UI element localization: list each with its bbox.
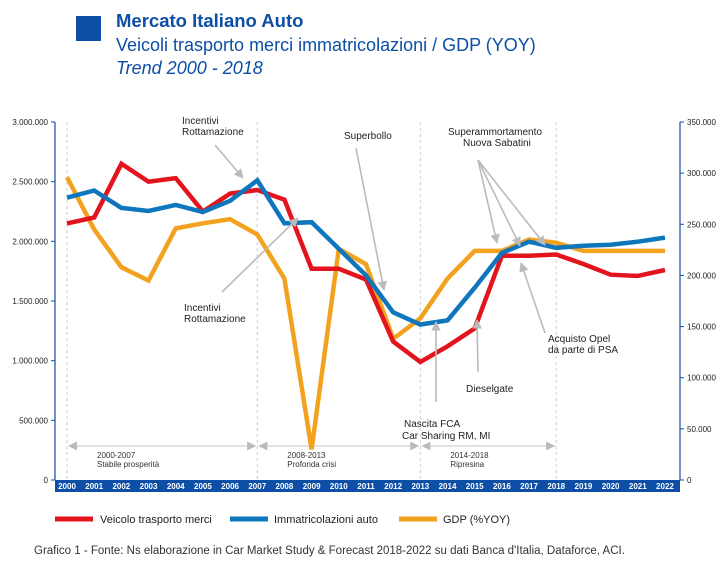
x-tick-label: 2011	[357, 482, 375, 491]
x-tick-label: 2010	[330, 482, 348, 491]
period-label-0: 2000-2007	[97, 451, 136, 460]
x-tick-label: 2008	[276, 482, 294, 491]
source-caption: Grafico 1 - Fonte: Ns elaborazione in Ca…	[34, 545, 625, 557]
right-tick-label: 150.000	[687, 323, 716, 332]
x-tick-label: 2013	[411, 482, 429, 491]
x-tick-label: 2007	[248, 482, 266, 491]
right-tick-label: 100.000	[687, 374, 716, 383]
annotation-arrow	[472, 319, 482, 373]
x-tick-label: 2005	[194, 482, 212, 491]
right-tick-label: 200.000	[687, 271, 716, 280]
x-tick-label: 2004	[167, 482, 185, 491]
right-tick-label: 350.000	[687, 118, 716, 127]
x-tick-label: 2015	[466, 482, 484, 491]
annotation-arrow	[355, 147, 388, 291]
x-tick-label: 2000	[58, 482, 76, 491]
x-tick-label: 2017	[520, 482, 538, 491]
axes-layer: 2000 2001 2002 2003 2004 2005 2006 2007 2008 2009…	[12, 118, 716, 492]
annotation-opel-line2: da parte di PSA	[548, 345, 618, 356]
annotation-arrow	[221, 217, 299, 293]
x-tick-label: 2020	[602, 482, 620, 491]
annotation-arrow	[519, 262, 546, 334]
x-tick-label: 2003	[140, 482, 158, 491]
annotation-labels: Incentivi Rottamazione Incentivi Rottama…	[182, 116, 618, 442]
right-tick-label: 300.000	[687, 169, 716, 178]
right-tick-label: 50.000	[687, 425, 712, 434]
annotation-fca-line1: Nascita FCA	[404, 419, 460, 430]
page-subtitle: Veicoli trasporto merci immatricolazioni…	[116, 35, 536, 55]
x-tick-label: 2012	[384, 482, 402, 491]
series-line-1	[66, 177, 666, 327]
x-tick-label: 2018	[547, 482, 565, 491]
left-tick-label: 2.000.000	[12, 237, 48, 246]
annotation-superammortamento-line2: Nuova Sabatini	[463, 138, 531, 149]
annotation-arrow	[477, 159, 521, 247]
series-line-2	[65, 176, 665, 450]
annotation-dieselgate: Dieselgate	[466, 384, 514, 395]
period-sublabel-0: Stabile prosperità	[97, 460, 160, 469]
annotation-superammortamento-line1: Superammortamento	[448, 127, 542, 138]
header-square	[76, 16, 101, 41]
series-layer	[65, 160, 666, 450]
x-tick-label: 2001	[85, 482, 103, 491]
x-axis-bar	[55, 480, 680, 492]
annotation-incentivi-1-line2: Rottamazione	[182, 127, 244, 138]
left-tick-label: 1.500.000	[12, 297, 48, 306]
period-sublabel-1: Profonda crisi	[287, 460, 336, 469]
annotation-incentivi-2-line2: Rottamazione	[184, 314, 246, 325]
annotation-arrow	[477, 159, 500, 244]
legend: Veicolo trasporto merci Immatricolazioni…	[55, 514, 510, 526]
legend-label-immatricolazioni: Immatricolazioni auto	[274, 514, 378, 526]
legend-label-gdp: GDP (%YOY)	[443, 514, 510, 526]
right-tick-label: 0	[687, 476, 692, 485]
annotation-superbollo: Superbollo	[344, 131, 392, 142]
period-label-2: 2014-2018	[450, 451, 489, 460]
page-title: Mercato Italiano Auto	[116, 10, 304, 31]
x-tick-label: 2006	[221, 482, 239, 491]
series-line-0	[66, 160, 666, 365]
x-tick-label: 2016	[493, 482, 511, 491]
x-tick-label: 2002	[112, 482, 130, 491]
annotation-incentivi-2-line1: Incentivi	[184, 303, 221, 314]
left-tick-label: 0	[44, 476, 49, 485]
trend-subtitle: Trend 2000 - 2018	[116, 58, 263, 78]
annotation-arrow	[477, 159, 546, 246]
x-tick-label: 2019	[575, 482, 593, 491]
x-tick-label: 2009	[303, 482, 321, 491]
right-tick-label: 250.000	[687, 220, 716, 229]
annotation-opel-line1: Acquisto Opel	[548, 334, 610, 345]
left-tick-label: 1.000.000	[12, 357, 48, 366]
annotation-incentivi-1-line1: Incentivi	[182, 116, 219, 127]
period-sublabel-2: Ripresina	[450, 460, 484, 469]
x-tick-label: 2014	[439, 482, 457, 491]
annotation-fca-line2: Car Sharing RM, MI	[402, 431, 490, 442]
x-tick-label: 2021	[629, 482, 647, 491]
x-tick-label: 2022	[656, 482, 674, 491]
legend-label-veicolo: Veicolo trasporto merci	[100, 514, 212, 526]
period-label-1: 2008-2013	[287, 451, 326, 460]
left-tick-label: 2.500.000	[12, 178, 48, 187]
annotation-arrow	[214, 144, 244, 179]
left-tick-label: 3.000.000	[12, 118, 48, 127]
left-tick-label: 500.000	[19, 416, 48, 425]
annotation-arrow-layer	[214, 144, 546, 402]
